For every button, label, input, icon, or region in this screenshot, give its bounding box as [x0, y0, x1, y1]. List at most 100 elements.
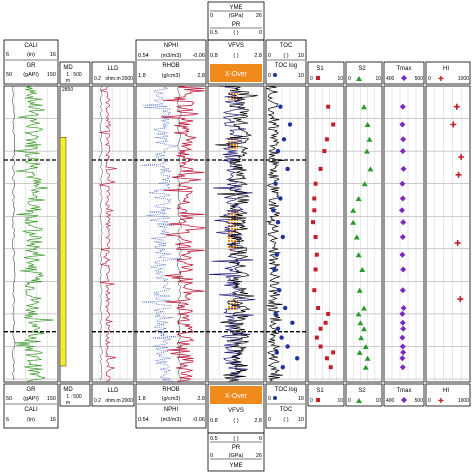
hi-max: 1000	[458, 76, 469, 82]
xover-label-bottom: X-Over	[225, 393, 248, 400]
nphi-min-bottom: 0.54	[138, 417, 149, 423]
s1-max-bottom: 10	[337, 398, 343, 404]
bottom-header-yme-pr: 0.5 ( ) 0 PR 0 (GPa) 26 YME	[207, 432, 265, 472]
s2-max-bottom: 10	[375, 398, 381, 404]
s1-legend-square	[316, 76, 320, 80]
pr-title-bottom: PR	[232, 445, 241, 451]
hi-point	[454, 239, 461, 246]
track-frame-s2	[345, 85, 383, 383]
toc-point	[274, 252, 279, 257]
toc-point	[275, 220, 281, 225]
xover-fill	[228, 235, 238, 250]
vfvs-max-bottom: 2.8	[254, 418, 262, 424]
toc-unit-bottom: ( )	[283, 417, 288, 423]
tmax-point	[399, 180, 406, 187]
toc-point	[278, 196, 283, 201]
tmax-point	[399, 310, 406, 317]
yme-title: YME	[229, 5, 242, 11]
toc-max-bottom: 10	[298, 417, 304, 423]
pr-min: 0.5	[210, 30, 218, 36]
s1-point	[314, 252, 319, 257]
toclog-min-bottom: 0	[268, 396, 271, 402]
gr-unit-bottom: (gAPI)	[23, 396, 39, 402]
s2-point	[363, 148, 370, 154]
s2-title-bottom: S2	[358, 388, 366, 394]
s1-min-bottom: 0	[310, 398, 313, 404]
s2-point	[356, 287, 363, 293]
track-frame-gr	[3, 85, 59, 383]
tmax-max: 500	[415, 76, 424, 82]
vfvs-unit-bottom: ( )	[233, 418, 238, 424]
s1-point	[313, 181, 318, 186]
toc-point	[285, 166, 290, 172]
vfvs-unit: ( )	[233, 53, 238, 59]
s2-point	[364, 122, 371, 127]
track-frame-hi	[425, 85, 471, 383]
s1-point	[312, 196, 317, 201]
hi-legend-cross: ✚	[438, 75, 444, 83]
rhob-max-bottom: 2.8	[197, 396, 205, 402]
s2-legend-triangle-bottom	[356, 398, 362, 403]
toc-point	[274, 350, 279, 355]
s1-point	[318, 326, 323, 331]
s1-point	[316, 306, 321, 310]
toc-point	[275, 326, 281, 331]
toc-point	[283, 305, 288, 311]
rhob-max: 2.8	[197, 73, 205, 79]
yme-max-bottom: 26	[256, 453, 262, 459]
tmax-point	[399, 319, 406, 326]
s1-legend-square-bottom	[316, 398, 320, 402]
s1-point	[326, 311, 331, 316]
cali-min-bottom: 6	[6, 417, 9, 423]
vfvs-title: VFVS	[228, 43, 244, 49]
hi-point	[450, 121, 457, 128]
cali-curve	[12, 85, 16, 381]
tmax-title-bottom: Tmax	[397, 388, 412, 394]
s2-point	[355, 311, 362, 317]
s1-point	[313, 267, 318, 272]
hi-legend-cross-bottom: ✚	[438, 397, 444, 405]
rhob-curve	[161, 85, 207, 382]
pr-unit: ( )	[233, 30, 238, 36]
toclog-min: 0	[268, 73, 271, 79]
lld-max-bottom: 2000	[122, 398, 133, 404]
lld-unit: ohm.m	[105, 76, 120, 82]
gr-title: GR	[27, 63, 37, 69]
tmax-point	[399, 148, 406, 155]
nphi-unit: (m3/m3)	[161, 53, 182, 59]
vfvs-min: 0.8	[210, 53, 218, 59]
toc-min-bottom: 0	[268, 417, 271, 423]
tmax-point	[400, 325, 407, 332]
vfvs-max: 2.8	[254, 53, 262, 59]
s2-max: 10	[375, 76, 381, 82]
toc-point	[272, 267, 277, 272]
s2-point	[361, 326, 367, 332]
nphi-max: -0.06	[192, 53, 205, 59]
s2-point	[355, 252, 362, 258]
tmax-point	[399, 343, 406, 350]
lld-unit-bottom: ohm.m	[105, 398, 120, 404]
track-headers-top: CALI 6 (in) 16 GR 50 (gAPI) 150 MD 1 : 5…	[3, 39, 471, 85]
s2-point	[361, 181, 368, 187]
rhob-baseline-curve	[176, 85, 182, 381]
cali-max: 16	[50, 52, 56, 58]
s1-title: S1	[316, 66, 324, 72]
cali-title-bottom: CALI	[24, 407, 38, 413]
hi-point	[453, 103, 460, 110]
tmax-min-bottom: 400	[386, 398, 395, 404]
pr-title: PR	[232, 22, 241, 28]
cali-unit: (in)	[27, 52, 35, 58]
hi-min: 0	[428, 76, 431, 82]
s1-point	[313, 235, 318, 239]
toc-point	[285, 344, 290, 349]
s1-point	[312, 208, 317, 213]
s1-point	[322, 149, 327, 154]
toc-point	[287, 122, 293, 127]
nphi-unit-bottom: (m3/m3)	[161, 417, 182, 423]
gr-max-bottom: 150	[47, 396, 56, 402]
nphi-title-bottom: NPHI	[164, 407, 179, 413]
s2-point	[353, 234, 360, 240]
s1-title-bottom: S1	[316, 388, 324, 394]
tmax-point	[400, 136, 407, 143]
